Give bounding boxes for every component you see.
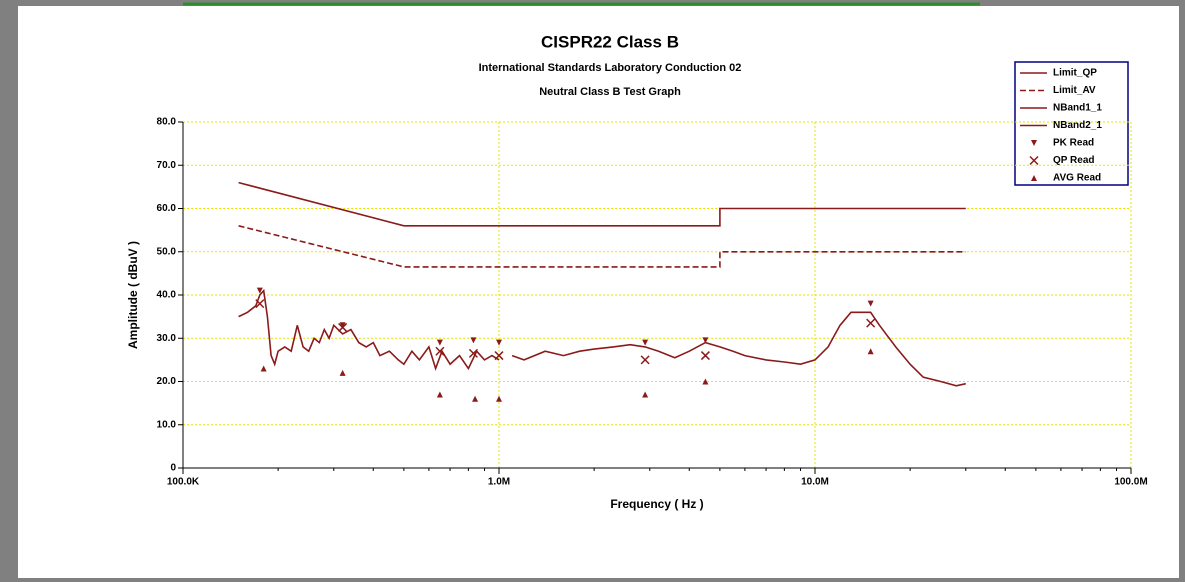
y-tick-label: 0 — [170, 463, 176, 474]
y-tick-label: 40.0 — [157, 290, 177, 301]
legend-label: PK Read — [1053, 138, 1094, 149]
marker — [867, 348, 874, 355]
y-tick-label: 60.0 — [157, 203, 177, 214]
marker — [256, 287, 263, 294]
x-tick-label: 1.0M — [488, 477, 510, 488]
marker — [702, 337, 709, 344]
series-line — [511, 311, 966, 387]
marker — [866, 318, 876, 328]
marker — [642, 339, 649, 346]
x-tick-label: 100.0M — [1114, 477, 1147, 488]
marker — [339, 369, 346, 376]
marker — [470, 337, 477, 344]
y-tick-label: 70.0 — [157, 160, 177, 171]
marker — [1029, 155, 1039, 166]
marker — [338, 322, 348, 332]
marker — [867, 300, 874, 307]
marker — [700, 351, 710, 361]
y-axis-label: Amplitude ( dBuV ) — [126, 241, 140, 349]
series-line — [238, 225, 966, 268]
legend — [1014, 61, 1129, 186]
marker — [702, 378, 709, 385]
legend-label: Limit_AV — [1053, 85, 1096, 96]
marker — [255, 299, 265, 309]
marker — [436, 339, 443, 346]
marker — [496, 339, 502, 346]
chart-title: CISPR22 Class B — [541, 32, 679, 51]
marker — [472, 395, 479, 402]
series-line — [238, 181, 966, 227]
marker — [1031, 140, 1037, 146]
x-tick-label: 10.0M — [801, 477, 829, 488]
chart-subtitle: International Standards Laboratory Condu… — [479, 62, 742, 74]
marker — [339, 322, 346, 329]
marker — [494, 351, 504, 361]
y-tick-label: 10.0 — [157, 419, 177, 430]
marker — [260, 365, 267, 372]
marker — [640, 355, 650, 365]
x-tick-label: 100.0K — [167, 477, 200, 488]
y-tick-label: 20.0 — [157, 376, 177, 387]
marker — [468, 348, 478, 358]
marker — [436, 391, 443, 398]
legend-label: Limit_QP — [1053, 68, 1097, 79]
marker — [496, 395, 502, 402]
marker — [435, 346, 445, 356]
series-line — [238, 288, 500, 371]
legend-label: NBand2_1 — [1053, 120, 1102, 131]
y-tick-label: 30.0 — [157, 333, 177, 344]
marker — [642, 391, 649, 398]
legend-label: QP Read — [1053, 155, 1095, 166]
chart-subtitle: Neutral Class B Test Graph — [539, 86, 681, 98]
panel — [18, 6, 1179, 578]
y-tick-label: 80.0 — [157, 117, 177, 128]
marker — [1031, 175, 1037, 181]
legend-label: AVG Read — [1053, 173, 1101, 184]
y-tick-label: 50.0 — [157, 246, 177, 257]
x-axis-label: Frequency ( Hz ) — [610, 497, 703, 511]
legend-label: NBand1_1 — [1053, 103, 1102, 114]
